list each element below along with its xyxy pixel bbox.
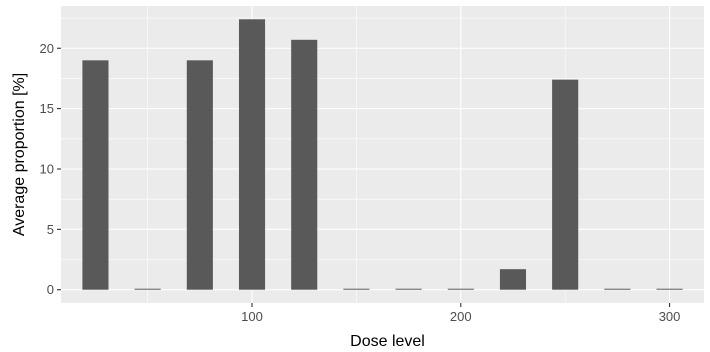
- bar-dose-225: [499, 269, 527, 290]
- minor-gridlines: [61, 6, 704, 303]
- bar-dose-25: [82, 60, 109, 290]
- x-tick-label: 300: [659, 309, 681, 324]
- x-tick-label: 100: [241, 309, 263, 324]
- bar-dose-125: [291, 39, 318, 290]
- bar-dose-100: [238, 19, 266, 290]
- bars: [82, 19, 683, 290]
- x-axis: 100 200 300: [241, 303, 680, 324]
- y-tick-label: 10: [40, 161, 54, 176]
- x-tick-label: 200: [450, 309, 472, 324]
- bar-dose-200: [447, 288, 474, 290]
- bar-dose-75: [186, 60, 213, 290]
- bar-dose-50: [134, 288, 161, 290]
- y-tick-label: 0: [47, 282, 54, 297]
- bar-dose-150: [343, 288, 370, 290]
- bar-dose-275: [604, 288, 631, 290]
- bar-dose-300: [656, 288, 683, 290]
- y-tick-label: 20: [40, 41, 54, 56]
- y-axis: 0 5 10 15 20: [40, 41, 61, 297]
- x-axis-title: Dose level: [350, 333, 425, 350]
- panel-background: [61, 6, 704, 303]
- bar-dose-250: [552, 79, 579, 290]
- y-tick-label: 5: [47, 222, 54, 237]
- bar-dose-175: [395, 288, 422, 290]
- y-tick-label: 15: [40, 101, 54, 116]
- y-axis-title: Average proportion [%]: [11, 73, 28, 236]
